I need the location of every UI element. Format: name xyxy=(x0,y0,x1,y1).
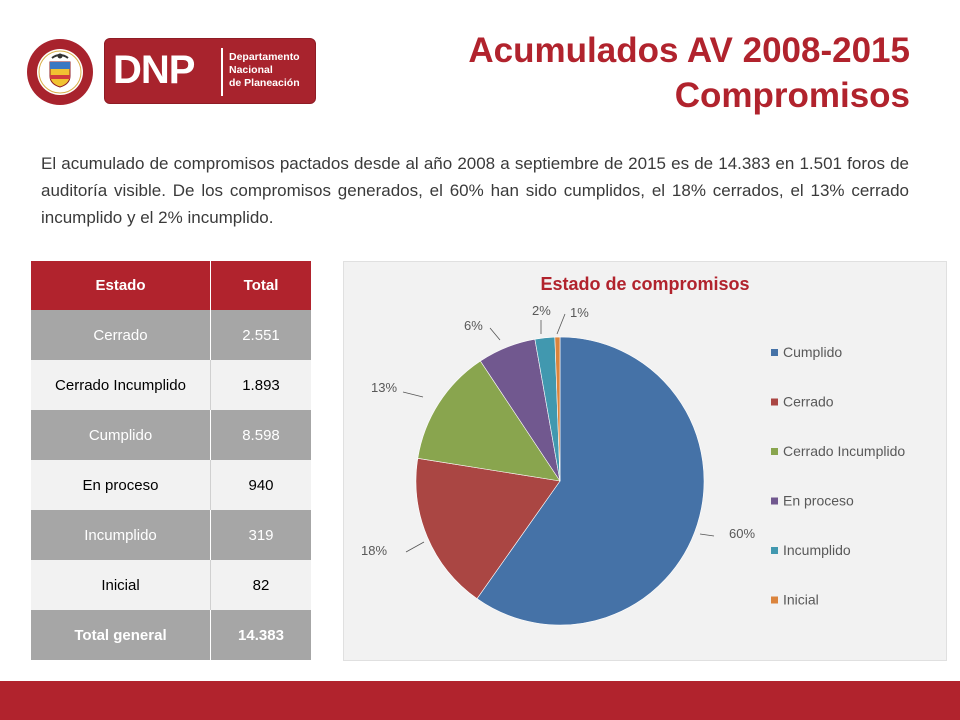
table-row: Inicial 82 xyxy=(31,560,311,610)
leader-line xyxy=(699,533,715,537)
pie-leader-lines xyxy=(402,313,715,553)
cell-total-label: Total general xyxy=(31,610,211,660)
pie-data-label: 60% xyxy=(729,526,755,541)
legend-label: En proceso xyxy=(783,493,854,509)
colombia-seal-icon xyxy=(27,39,93,105)
pie-data-label: 6% xyxy=(464,318,483,333)
leader-line xyxy=(489,327,501,341)
pie-data-labels: 60% 18% 13% 6% 2% 1% xyxy=(361,303,755,558)
cell-total: 940 xyxy=(210,460,311,510)
dnp-letters: DNP xyxy=(113,48,195,92)
legend-swatch xyxy=(771,547,778,554)
cell-total: 8.598 xyxy=(210,410,311,460)
pie-slice-cerrado-incumplido xyxy=(417,360,561,482)
pie-slice-cerrado xyxy=(415,457,561,600)
legend-label: Inicial xyxy=(783,592,819,608)
dnp-logo: DNP Departamento Nacional de Planeación xyxy=(26,38,316,106)
legend-swatch xyxy=(771,349,778,356)
compromisos-table: Estado Total Cerrado 2.551 Cerrado Incum… xyxy=(31,261,311,660)
pie-data-label: 2% xyxy=(532,303,551,318)
cell-estado: En proceso xyxy=(31,460,211,510)
wordmark-divider xyxy=(221,48,223,96)
cell-total-value: 14.383 xyxy=(210,610,311,660)
pie-slice-cumplido xyxy=(476,336,705,626)
dnp-wordmark: DNP Departamento Nacional de Planeación xyxy=(104,38,316,104)
pie-slices xyxy=(415,336,705,626)
table-total-row: Total general 14.383 xyxy=(31,610,311,660)
legend-label: Cumplido xyxy=(783,344,842,360)
cell-estado: Cerrado Incumplido xyxy=(31,360,211,410)
dnp-name-line-3: de Planeación xyxy=(229,77,300,89)
leader-line xyxy=(556,313,566,335)
cell-estado: Cumplido xyxy=(31,410,211,460)
pie-data-label: 13% xyxy=(371,380,397,395)
chart-title: Estado de compromisos xyxy=(540,274,749,294)
dnp-name-line-1: Departamento xyxy=(229,51,300,63)
cell-estado: Cerrado xyxy=(31,310,211,360)
legend-label: Cerrado Incumplido xyxy=(783,443,905,459)
chart-legend: Cumplido Cerrado Cerrado Incumplido En proc… xyxy=(771,344,905,608)
legend-swatch xyxy=(771,497,778,505)
table-row: Cerrado 2.551 xyxy=(31,310,311,360)
table-row: Cumplido 8.598 xyxy=(31,410,311,460)
legend-label: Cerrado xyxy=(783,394,834,410)
leader-line xyxy=(402,391,424,398)
legend-swatch xyxy=(771,448,778,455)
header-estado: Estado xyxy=(31,261,211,310)
legend-swatch xyxy=(771,596,778,604)
pie-chart-panel: Estado de compromisos 60% 18% 13% 6% 2% 1% Cu… xyxy=(343,261,947,661)
footer-bar xyxy=(0,681,960,720)
intro-paragraph: El acumulado de compromisos pactados des… xyxy=(41,154,909,227)
table-header-row: Estado Total xyxy=(31,261,311,310)
dnp-full-name: Departamento Nacional de Planeación xyxy=(229,51,300,90)
dnp-name-line-2: Nacional xyxy=(229,64,273,76)
legend-label: Incumplido xyxy=(783,542,851,558)
legend-swatch xyxy=(771,398,778,406)
pie-chart: Estado de compromisos 60% 18% 13% 6% 2% 1% Cu… xyxy=(361,274,905,626)
cell-estado: Incumplido xyxy=(31,510,211,560)
pie-data-label: 1% xyxy=(570,305,589,320)
page-title: Acumulados AV 2008-2015 Compromisos xyxy=(350,28,910,118)
table-row: En proceso 940 xyxy=(31,460,311,510)
header-total: Total xyxy=(210,261,311,310)
cell-total: 319 xyxy=(210,510,311,560)
page-title-line-2: Compromisos xyxy=(674,76,910,115)
cell-total: 82 xyxy=(210,560,311,610)
table-row: Incumplido 319 xyxy=(31,510,311,560)
table-row: Cerrado Incumplido 1.893 xyxy=(31,360,311,410)
cell-total: 1.893 xyxy=(210,360,311,410)
cell-estado: Inicial xyxy=(31,560,211,610)
cell-total: 2.551 xyxy=(210,310,311,360)
pie-data-label: 18% xyxy=(361,543,387,558)
leader-line xyxy=(405,541,425,553)
page-title-line-1: Acumulados AV 2008-2015 xyxy=(468,31,910,70)
pie-slice-inicial xyxy=(554,336,561,482)
